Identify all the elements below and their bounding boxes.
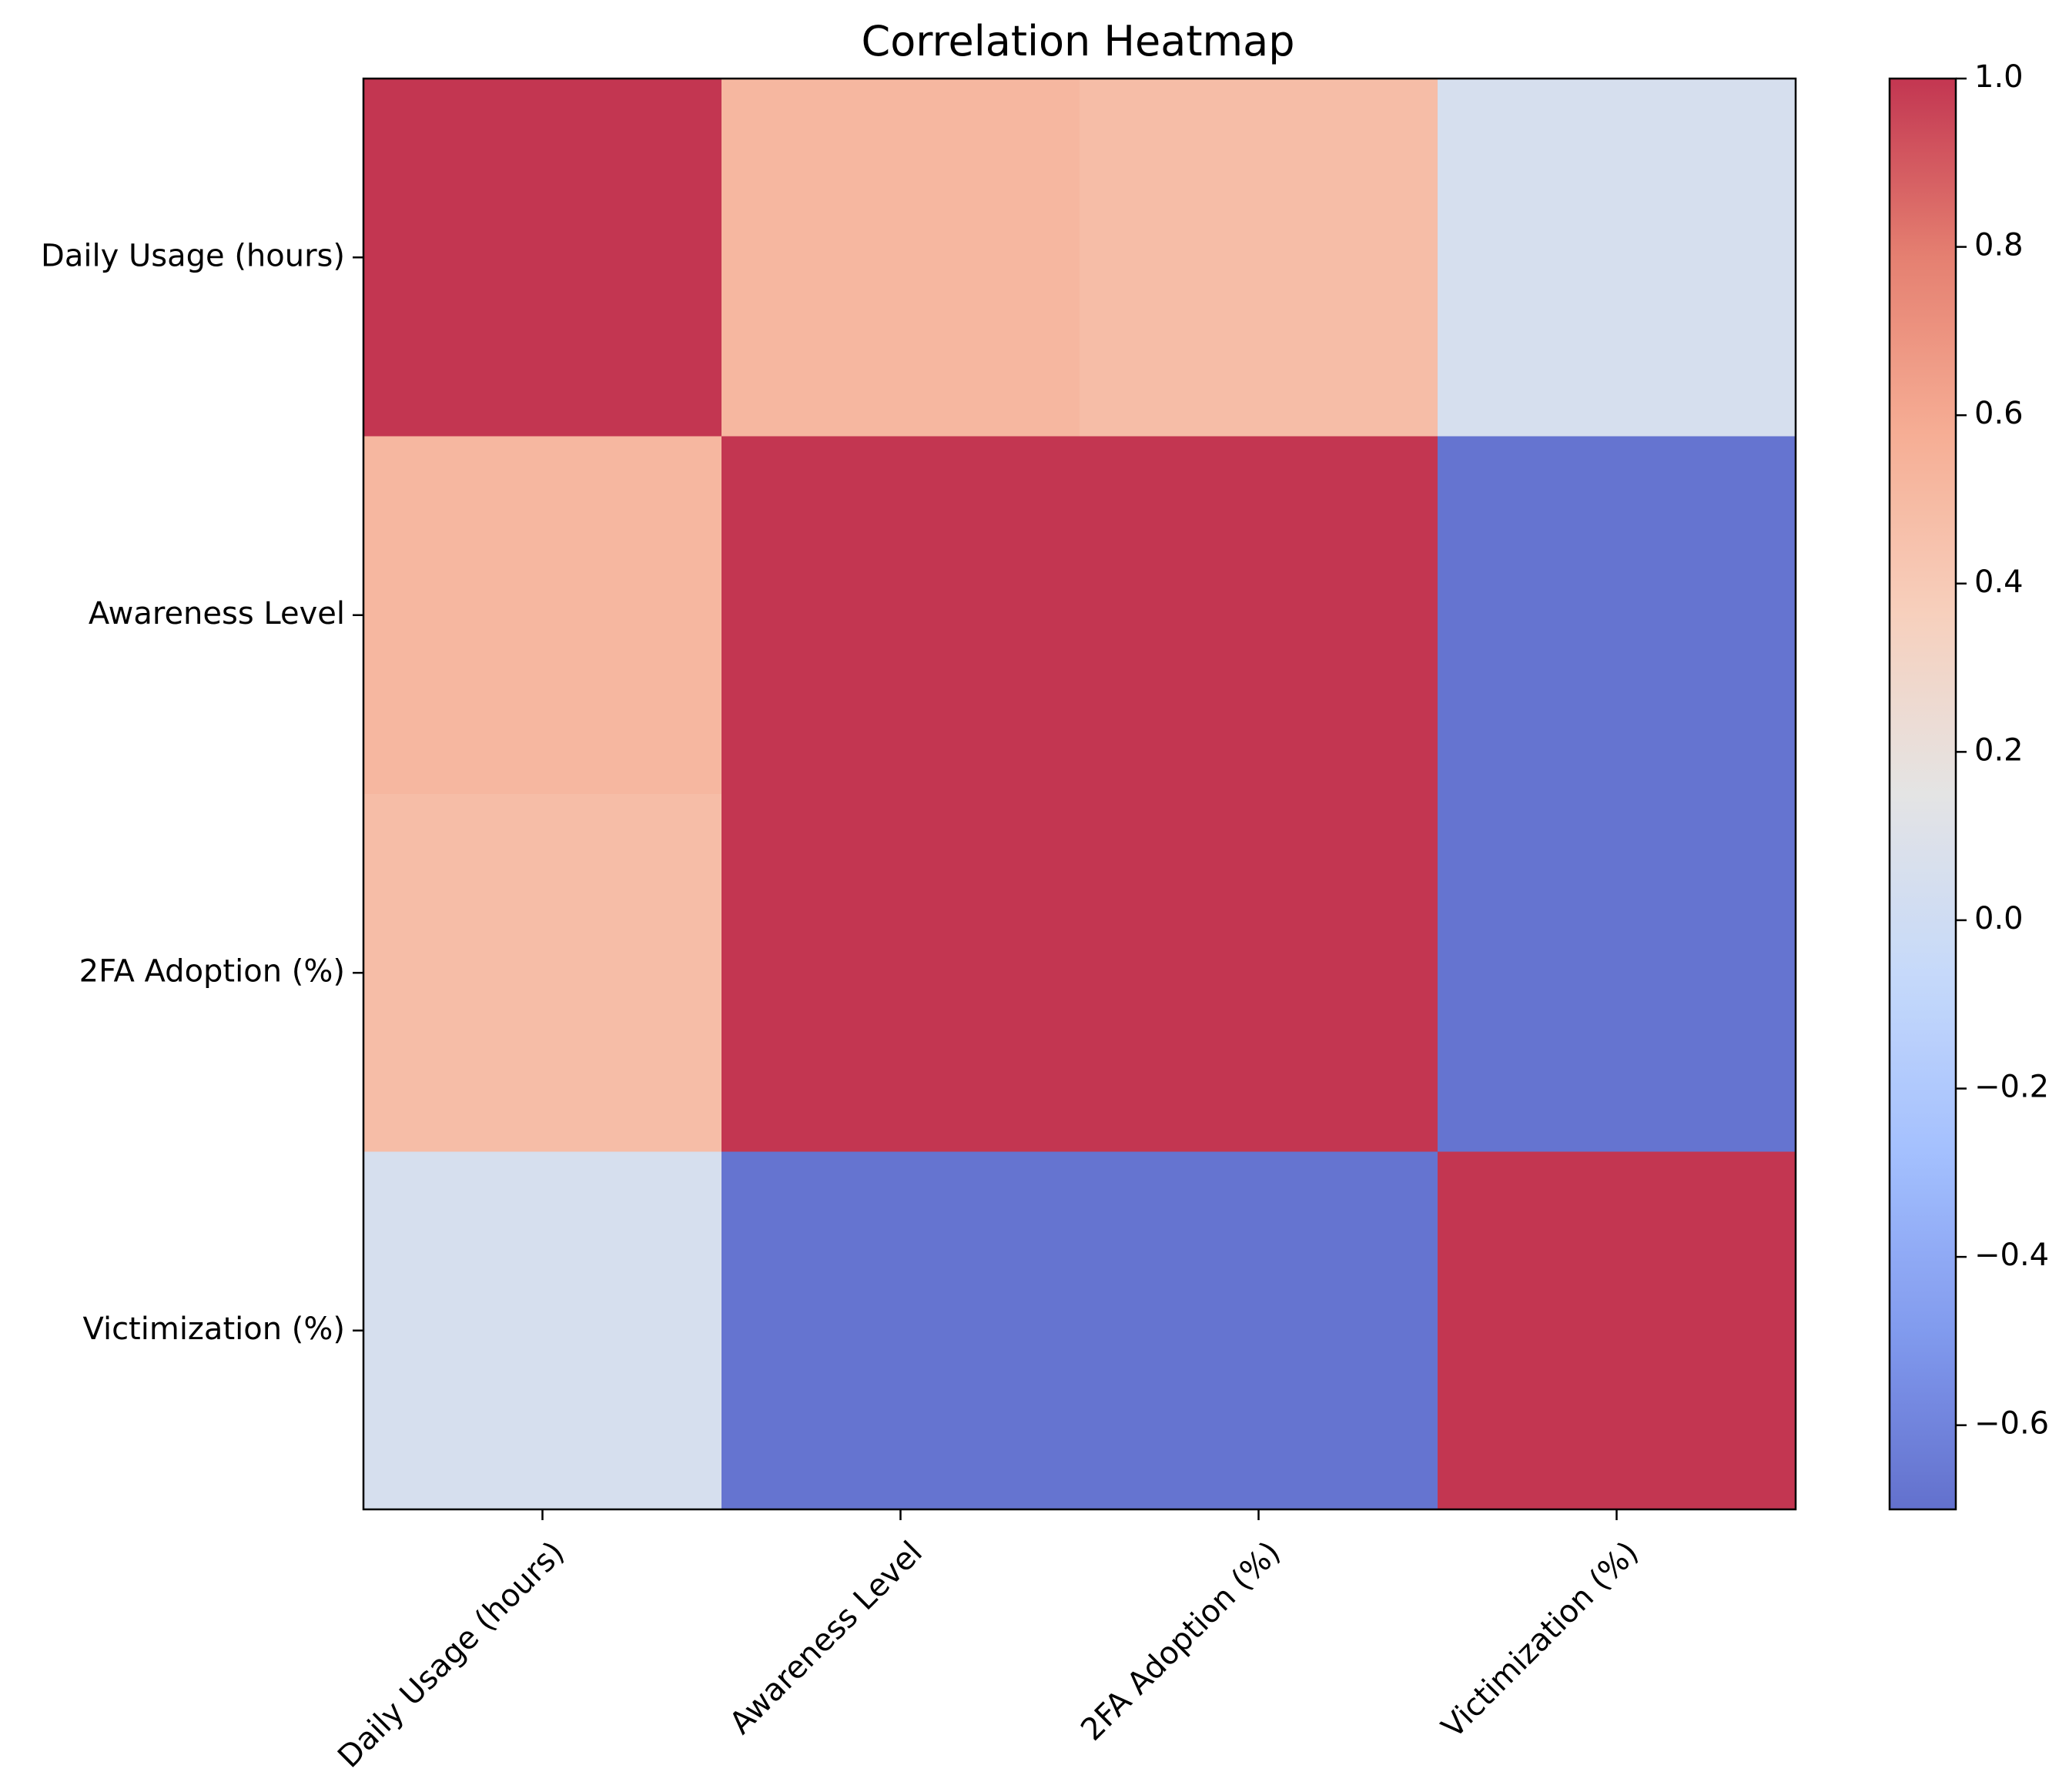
heatmap-cell xyxy=(1438,1151,1796,1510)
y-tick-label: Awareness Level xyxy=(89,596,345,631)
colorbar-tick-label: 1.0 xyxy=(1974,59,2024,95)
heatmap-cell xyxy=(721,436,1080,795)
colorbar-tick-label: 0.4 xyxy=(1974,564,2024,600)
heatmap-cell xyxy=(1080,794,1438,1153)
y-tick-label: Daily Usage (hours) xyxy=(41,238,345,273)
plot-frame xyxy=(362,77,1797,1511)
heatmap-cell xyxy=(363,794,722,1153)
colorbar-tick-label: −0.6 xyxy=(1974,1406,2049,1442)
heatmap-cell xyxy=(1438,79,1796,437)
colorbar-tick-label: −0.4 xyxy=(1974,1238,2049,1273)
heatmap-cell xyxy=(363,79,722,437)
heatmap-cells xyxy=(363,79,1796,1510)
y-tick-label: 2FA Adoption (%) xyxy=(79,953,345,989)
colorbar-frame xyxy=(1888,77,1957,1511)
heatmap-cell xyxy=(1438,436,1796,795)
heatmap-cell xyxy=(1438,794,1796,1153)
colorbar-tick-label: −0.2 xyxy=(1974,1070,2049,1105)
heatmap-cell xyxy=(1080,436,1438,795)
colorbar-tick-label: 0.0 xyxy=(1974,901,2024,936)
heatmap-cell xyxy=(363,436,722,795)
heatmap-cell xyxy=(721,1151,1080,1510)
heatmap-cell xyxy=(721,79,1080,437)
chart-title: Correlation Heatmap xyxy=(862,17,1295,65)
heatmap-cell xyxy=(721,794,1080,1153)
y-tick-label: Victimization (%) xyxy=(82,1311,345,1347)
colorbar: 1.0 0.8 0.6 0.4 0.2 0.0 −0.2 −0.4 −0.6 xyxy=(1888,59,2049,1511)
colorbar-tick-label: 0.2 xyxy=(1974,732,2024,768)
heatmap-cell xyxy=(1080,1151,1438,1510)
colorbar-gradient xyxy=(1890,79,1956,1509)
colorbar-tick-label: 0.6 xyxy=(1974,396,2024,431)
heatmap-cell xyxy=(1080,79,1438,437)
heatmap-cell xyxy=(363,1151,722,1510)
y-axis: Daily Usage (hours) Awareness Level 2FA Ad… xyxy=(41,238,363,1347)
colorbar-tick-label: 0.8 xyxy=(1974,228,2024,263)
